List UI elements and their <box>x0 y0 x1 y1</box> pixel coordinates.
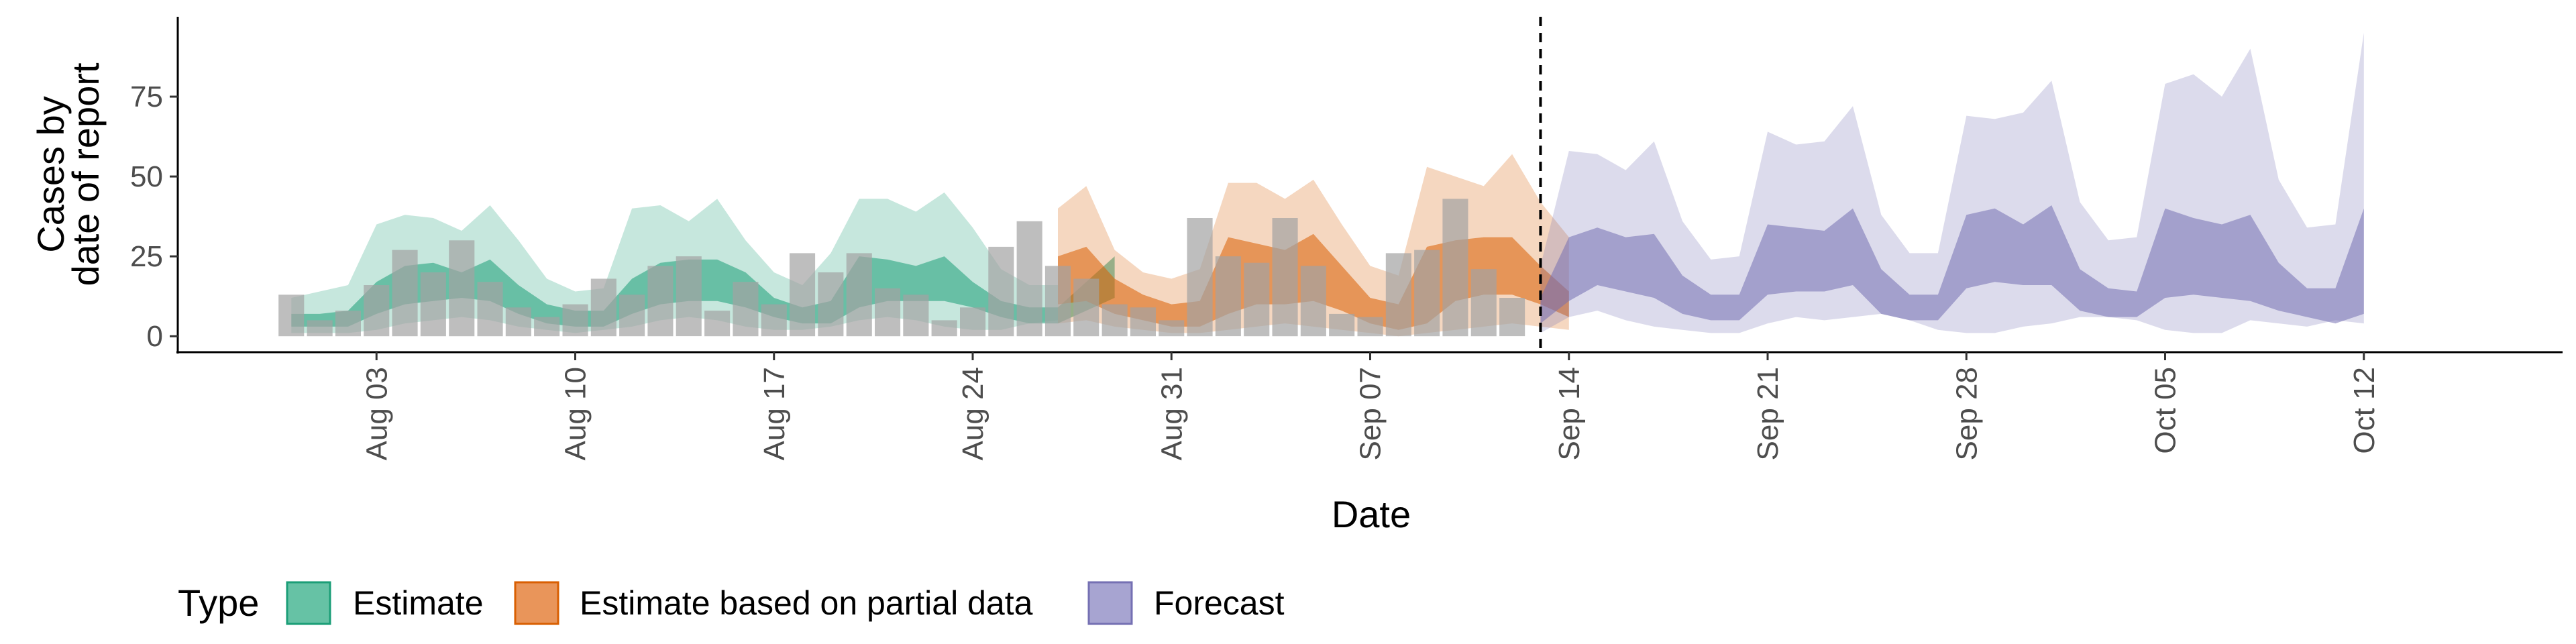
legend-title: Type <box>178 582 259 624</box>
legend-swatch-partial <box>514 581 559 625</box>
reported-case-bar <box>477 282 503 337</box>
reported-case-bar <box>1499 298 1525 337</box>
reported-case-bar <box>1244 262 1270 337</box>
reported-case-bar <box>1187 218 1213 337</box>
reported-case-bar <box>1470 269 1497 337</box>
reported-case-bar <box>1357 317 1383 337</box>
reported-case-bar <box>1329 313 1355 337</box>
axes: 0 25 50 75 Aug 03 Aug 10 Aug 17 Aug 24 Aug 31 Sep… <box>130 17 2563 460</box>
y-axis-title-line-2: date of report <box>64 62 107 286</box>
reported-case-bar <box>1130 307 1156 337</box>
reported-case-bar <box>1215 256 1241 337</box>
reported-case-bar <box>420 272 446 337</box>
y-tick-label: 25 <box>130 240 163 273</box>
legend-swatch-estimate <box>286 581 331 625</box>
legend-label-estimate: Estimate <box>353 584 484 622</box>
reported-case-bar <box>790 253 816 337</box>
ribbon-inner-forecast <box>1540 205 2364 324</box>
legend: Type Estimate Estimate based on partial … <box>178 581 1285 625</box>
reported-case-bar <box>534 317 560 337</box>
x-tick-label: Sep 21 <box>1752 367 1784 460</box>
y-tick-label: 0 <box>147 320 163 353</box>
x-tick-label: Sep 07 <box>1354 367 1387 460</box>
x-tick-label: Sep 28 <box>1950 367 1983 460</box>
reported-case-bar <box>676 256 702 337</box>
reported-case-bar <box>988 246 1014 337</box>
reported-case-bar <box>960 307 986 337</box>
reported-case-bar <box>449 240 475 337</box>
reported-case-bar <box>846 253 872 337</box>
x-tick-label: Aug 10 <box>559 367 592 460</box>
reported-case-bar <box>1159 320 1185 337</box>
reported-case-bar <box>364 285 390 337</box>
reported-case-bar <box>647 266 674 337</box>
y-tick-label: 50 <box>130 160 163 193</box>
y-tick-label: 75 <box>130 80 163 113</box>
legend-label-partial: Estimate based on partial data <box>580 584 1033 622</box>
reported-case-bar <box>903 294 929 337</box>
reported-case-bar <box>1442 199 1468 337</box>
reported-case-bar <box>392 250 418 337</box>
reported-case-bar <box>818 272 844 337</box>
plot-area <box>278 17 2364 352</box>
reported-case-bar <box>1414 250 1440 337</box>
reported-case-bar <box>1044 266 1071 337</box>
reported-case-bar <box>335 311 361 337</box>
reported-case-bar <box>278 294 305 337</box>
ribbon-inner-estimate <box>291 256 1115 327</box>
legend-label-forecast: Forecast <box>1154 584 1285 622</box>
x-tick-label: Aug 17 <box>758 367 791 460</box>
reported-case-bar <box>505 307 531 337</box>
reported-case-bar <box>1272 218 1298 337</box>
reported-case-bar <box>619 294 645 337</box>
x-tick-label: Oct 12 <box>2348 367 2381 454</box>
reported-case-bar <box>875 288 901 337</box>
reported-case-bar <box>704 311 731 337</box>
reported-case-bar <box>1300 266 1326 337</box>
reported-case-bar <box>1073 278 1099 337</box>
x-tick-label: Aug 31 <box>1155 367 1188 460</box>
x-tick-label: Aug 03 <box>360 367 393 460</box>
reported-case-bar <box>1102 304 1128 337</box>
reported-case-bar <box>761 304 787 337</box>
legend-swatch-forecast <box>1087 581 1133 625</box>
reported-case-bar <box>1385 253 1411 337</box>
y-axis-title-line-1: Cases by <box>30 96 72 252</box>
x-tick-label: Aug 24 <box>957 367 989 460</box>
reported-case-bar <box>1016 221 1042 337</box>
x-tick-label: Oct 05 <box>2149 367 2182 454</box>
x-tick-label: Sep 14 <box>1553 367 1586 460</box>
reported-case-bar <box>562 304 588 337</box>
reported-case-bar <box>307 320 333 337</box>
reported-case-bar <box>931 320 957 337</box>
reported-case-bar <box>733 282 759 337</box>
x-axis-title: Date <box>1332 493 1411 535</box>
reported-case-bar <box>590 278 616 337</box>
